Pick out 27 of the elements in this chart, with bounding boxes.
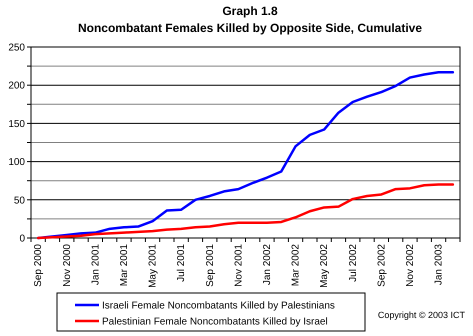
x-tick-label: Nov 2000 — [62, 244, 73, 287]
y-tick-label: 0 — [19, 234, 26, 244]
legend-label: Israeli Female Noncombatants Killed by Palestinians — [102, 300, 335, 312]
x-tick-label: Mar 2002 — [290, 244, 302, 286]
text: Copyright © 2003 ICT — [378, 310, 466, 320]
x-tick-label: Mar 2001 — [118, 244, 130, 286]
legend-label: Palestinian Female Noncombatants Killed by Israel — [102, 316, 328, 328]
y-tick-label: 150 — [8, 118, 26, 130]
y-tick-label: 250 — [8, 42, 26, 54]
y-tick-label: 100 — [8, 157, 26, 168]
y-tick-label: 50 — [14, 195, 26, 206]
x-tick-label: Nov 2002 — [404, 244, 416, 287]
x-tick-label: Jan 2003 — [434, 244, 445, 286]
x-tick-label: Jul 2002 — [348, 244, 359, 282]
x-tick-label: Jan 2002 — [262, 244, 273, 286]
x-tick-label: May 2002 — [319, 244, 330, 288]
y-tick-label: 200 — [8, 80, 26, 92]
x-tick-label: Sep 2002 — [376, 244, 388, 287]
chart-subtitle: Noncombatant Females Killed by Opposite Side, Cumulative — [78, 21, 422, 35]
x-tick-label: May 2001 — [148, 244, 159, 288]
chart-title: Graph 1.8 — [222, 4, 278, 18]
x-tick-label: Jul 2001 — [176, 244, 188, 282]
x-tick-label: Nov 2001 — [233, 244, 244, 287]
x-tick-label: Sep 2000 — [33, 244, 44, 287]
line-series — [36, 183, 454, 240]
x-tick-label: Sep 2001 — [204, 244, 216, 287]
x-tick-label: Jan 2001 — [90, 244, 102, 286]
